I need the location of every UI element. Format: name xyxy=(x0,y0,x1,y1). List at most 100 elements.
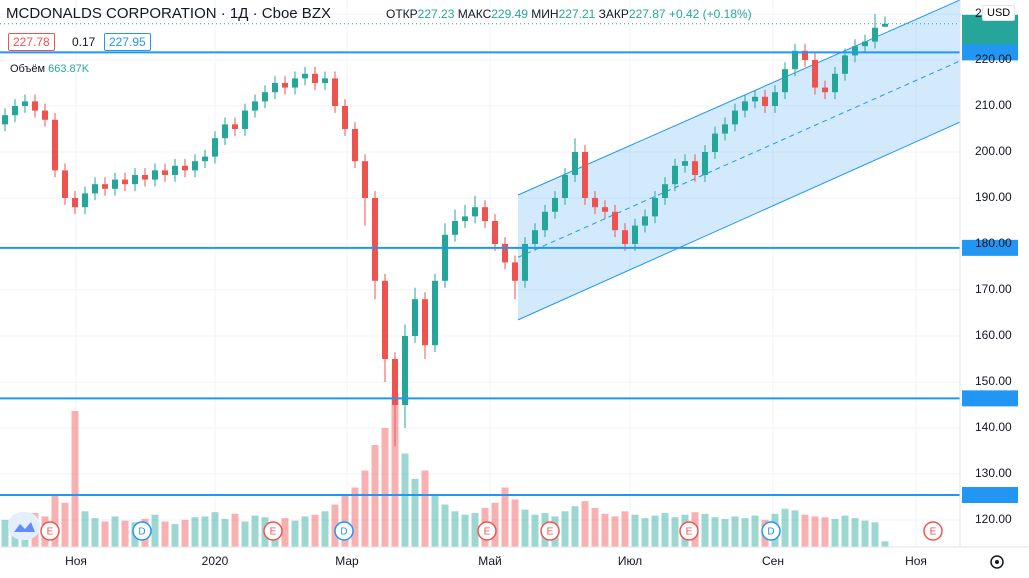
volume-bar xyxy=(471,513,479,547)
candle-body xyxy=(412,299,418,336)
volume-bar xyxy=(241,521,249,547)
volume-bar xyxy=(571,506,579,547)
volume-bar xyxy=(61,502,69,547)
event-marker xyxy=(40,521,60,541)
ohlc-label: МАКС xyxy=(457,7,492,21)
candle-body xyxy=(482,207,488,221)
channel-line xyxy=(517,121,960,321)
candle-body xyxy=(732,110,738,125)
candle-body xyxy=(852,46,858,56)
volume-bar xyxy=(721,518,729,547)
x-tick-label: Май xyxy=(478,554,502,568)
interval: 1Д xyxy=(229,5,249,22)
channel-fill xyxy=(518,0,960,320)
candle-body xyxy=(742,101,748,111)
volume-label: Объём xyxy=(10,63,46,75)
event-marker xyxy=(679,521,699,541)
volume-bar xyxy=(181,519,189,547)
candle-body xyxy=(102,184,108,189)
ohlc-value: 227.87 xyxy=(628,7,666,21)
event-marker xyxy=(334,521,354,541)
candle-body xyxy=(612,211,618,231)
x-tick-label: Ноя xyxy=(65,554,87,568)
bid[interactable]: 227.78 xyxy=(8,33,55,51)
volume-bar xyxy=(231,513,239,547)
event-marker xyxy=(132,521,152,541)
candle-body xyxy=(602,207,608,212)
volume-bar xyxy=(451,511,459,547)
volume-bar xyxy=(561,511,569,547)
event-label: D xyxy=(138,527,145,538)
volume-bar xyxy=(441,504,449,547)
candle-body xyxy=(432,280,438,346)
volume-bar xyxy=(281,518,289,547)
volume-bar xyxy=(751,515,759,547)
candle-body xyxy=(52,119,58,171)
event-label: E xyxy=(484,527,491,538)
event-label: E xyxy=(930,527,937,538)
candle-body xyxy=(802,50,808,60)
y-tick-label: 120.00 xyxy=(975,512,1012,526)
volume-bar xyxy=(311,514,319,547)
volume-bar xyxy=(621,511,629,547)
volume-bar xyxy=(831,518,839,547)
candle-body xyxy=(162,170,168,175)
volume-bar xyxy=(701,513,709,547)
volume-bar xyxy=(501,487,509,547)
candle-body xyxy=(792,50,798,70)
candle-body xyxy=(282,82,288,88)
ask[interactable]: 227.95 xyxy=(104,33,151,51)
volume-bar xyxy=(711,517,719,547)
volume-bar xyxy=(421,470,429,547)
y-tick-label: 150.00 xyxy=(975,374,1012,388)
volume-bar xyxy=(191,517,199,547)
volume-bar xyxy=(491,502,499,547)
volume-bar xyxy=(221,518,229,547)
volume-bar xyxy=(731,516,739,547)
volume-bar xyxy=(91,518,99,547)
volume-bar xyxy=(171,524,179,547)
symbol-title: MCDONALDS CORPORATION · 1Д · Cboe BZX xyxy=(6,5,331,22)
level-label-box xyxy=(962,487,1018,504)
volume-bar xyxy=(51,496,59,547)
candle-body xyxy=(382,280,388,359)
candle-body xyxy=(12,105,18,116)
volume-bar xyxy=(611,516,619,547)
change: +0.42 (+0.18%) xyxy=(668,7,752,21)
candle-body xyxy=(812,59,818,88)
candle-body xyxy=(82,193,88,208)
candle-body xyxy=(372,197,378,281)
volume-bar xyxy=(651,515,659,547)
candle-body xyxy=(582,151,588,198)
candle-body xyxy=(112,179,118,189)
level-label-box xyxy=(962,390,1018,407)
ohlc-value: 227.21 xyxy=(558,7,596,21)
level-label-box xyxy=(962,44,1018,61)
candle-body xyxy=(782,69,788,93)
event-label: E xyxy=(686,527,693,538)
candle-body xyxy=(362,161,368,198)
volume-bar xyxy=(741,518,749,547)
volume-bar xyxy=(321,511,329,547)
candle-body xyxy=(832,73,838,93)
volume-bar xyxy=(351,487,359,547)
volume-bar xyxy=(871,522,879,547)
level-label-box xyxy=(962,239,1018,256)
candle-body xyxy=(32,101,38,111)
candle-body xyxy=(422,299,428,346)
candle-body xyxy=(312,73,318,83)
candle-body xyxy=(592,197,598,208)
event-marker xyxy=(761,521,781,541)
currency[interactable]: USD xyxy=(982,5,1016,21)
candle-body xyxy=(622,230,628,244)
candle-body xyxy=(472,207,478,217)
candle-body xyxy=(182,165,188,171)
candle-body xyxy=(502,243,508,263)
settings-icon[interactable] xyxy=(990,555,1004,569)
event-label: D xyxy=(767,527,774,538)
candle-body xyxy=(172,165,178,175)
ohlc-label: МИН xyxy=(531,7,559,21)
volume-bar xyxy=(861,520,869,547)
candle-body xyxy=(562,174,568,198)
event-marker xyxy=(477,521,497,541)
